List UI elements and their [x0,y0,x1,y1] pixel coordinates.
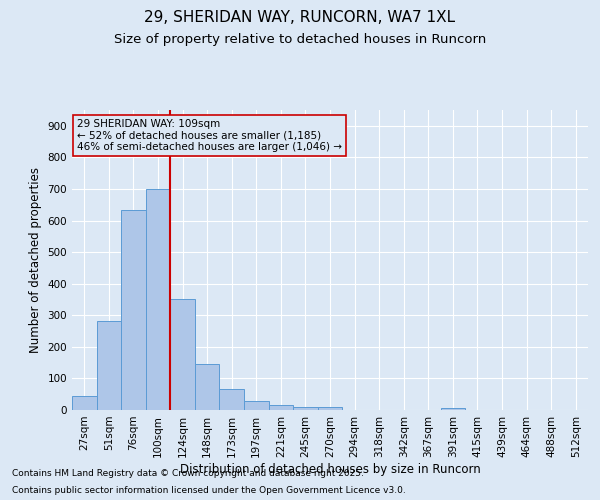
Bar [244,400,269,410]
Bar [121,210,146,410]
Text: Size of property relative to detached houses in Runcorn: Size of property relative to detached ho… [114,32,486,46]
Bar [220,390,244,410]
Bar [170,300,195,410]
Bar [97,320,121,410]
Bar [293,408,318,410]
Bar [440,408,465,410]
Text: Contains HM Land Registry data © Crown copyright and database right 2025.: Contains HM Land Registry data © Crown c… [12,468,364,477]
Bar [269,406,293,410]
Text: Contains public sector information licensed under the Open Government Licence v3: Contains public sector information licen… [12,486,406,495]
Text: 29, SHERIDAN WAY, RUNCORN, WA7 1XL: 29, SHERIDAN WAY, RUNCORN, WA7 1XL [145,10,455,25]
Text: 29 SHERIDAN WAY: 109sqm
← 52% of detached houses are smaller (1,185)
46% of semi: 29 SHERIDAN WAY: 109sqm ← 52% of detache… [77,119,342,152]
Bar [318,407,342,410]
Bar [72,396,97,410]
Bar [146,189,170,410]
Y-axis label: Number of detached properties: Number of detached properties [29,167,42,353]
X-axis label: Distribution of detached houses by size in Runcorn: Distribution of detached houses by size … [179,462,481,475]
Bar [195,364,220,410]
